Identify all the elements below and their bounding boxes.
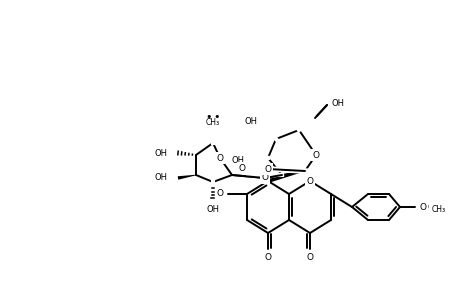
Text: OH: OH: [206, 205, 219, 214]
Text: OH: OH: [245, 116, 257, 125]
Text: O: O: [238, 164, 245, 172]
Text: O: O: [312, 151, 319, 160]
Text: OH: OH: [155, 173, 168, 182]
Text: O: O: [312, 151, 319, 160]
Text: O: O: [216, 190, 223, 199]
Text: O: O: [216, 154, 223, 163]
Text: OH: OH: [331, 98, 344, 107]
Text: O: O: [261, 173, 268, 182]
Text: O: O: [264, 164, 271, 173]
Polygon shape: [211, 128, 214, 143]
Text: •: •: [205, 112, 212, 122]
Text: O: O: [264, 253, 271, 262]
Text: OH: OH: [231, 155, 245, 164]
Text: OH: OH: [155, 148, 168, 158]
Text: O: O: [306, 253, 313, 262]
Polygon shape: [261, 122, 276, 139]
Polygon shape: [298, 117, 315, 130]
Text: O: O: [420, 202, 428, 211]
Text: O: O: [306, 176, 313, 185]
Text: O: O: [306, 176, 313, 185]
Text: CH₃: CH₃: [431, 206, 445, 214]
Text: •: •: [213, 112, 220, 122]
Text: O: O: [264, 164, 271, 173]
Text: OH: OH: [330, 97, 343, 106]
Polygon shape: [267, 171, 304, 183]
Text: O: O: [306, 176, 313, 185]
Text: O: O: [419, 202, 426, 211]
Text: CH₃: CH₃: [206, 118, 219, 127]
Polygon shape: [249, 158, 268, 161]
Text: O: O: [216, 154, 223, 163]
Polygon shape: [177, 175, 196, 180]
